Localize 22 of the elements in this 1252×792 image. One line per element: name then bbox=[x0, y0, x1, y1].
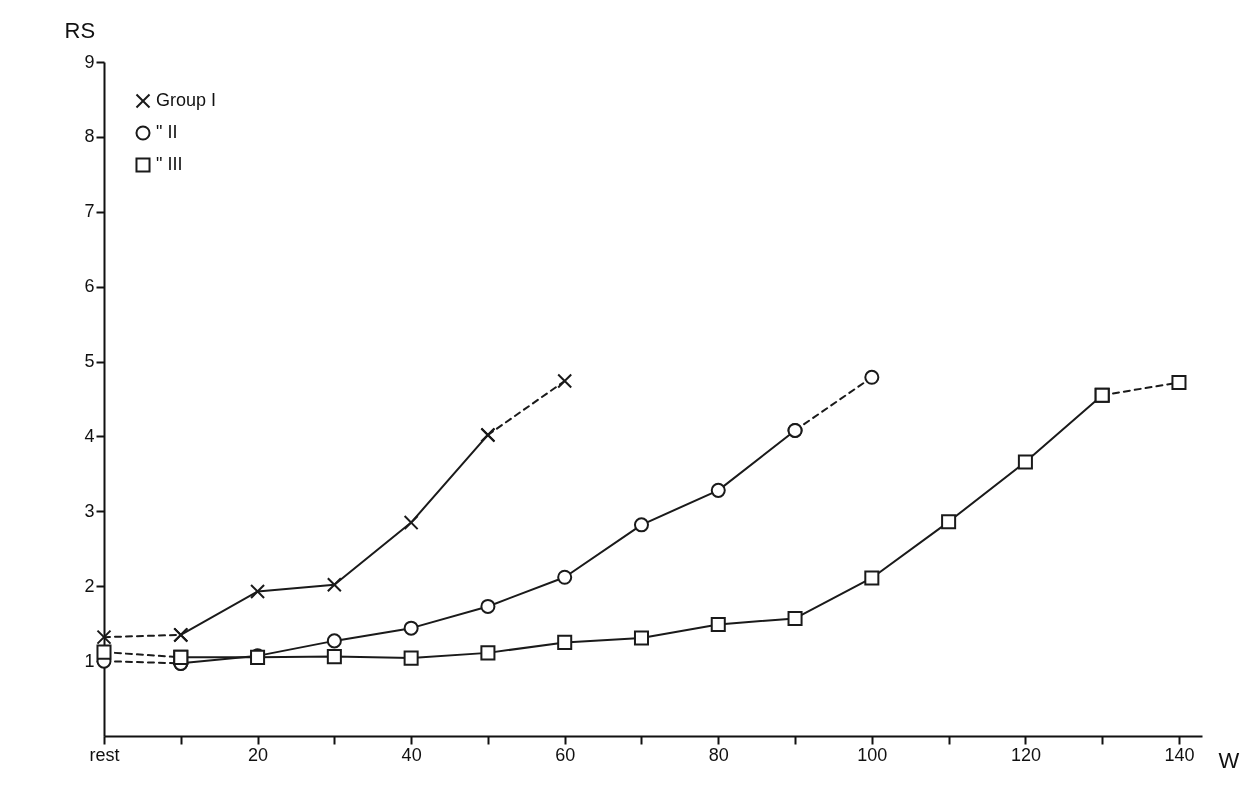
y-tick-label: 4 bbox=[84, 425, 95, 446]
x-tick-label: 40 bbox=[401, 744, 422, 765]
legend-label: Group I bbox=[156, 90, 217, 110]
x-tick-label: 120 bbox=[1010, 744, 1041, 765]
y-tick-label: 9 bbox=[84, 51, 95, 72]
x-tick-label: 60 bbox=[555, 744, 576, 765]
legend-label: " II bbox=[156, 122, 178, 142]
y-tick-label: 1 bbox=[84, 650, 95, 671]
y-tick-label: 6 bbox=[84, 276, 95, 297]
x-tick-label: 80 bbox=[708, 744, 729, 765]
x-axis-title: W bbox=[1218, 747, 1240, 773]
legend-label: " III bbox=[156, 154, 183, 174]
y-tick-label: 3 bbox=[84, 500, 95, 521]
y-tick-label: 5 bbox=[84, 351, 95, 372]
y-tick-label: 8 bbox=[84, 126, 95, 147]
y-tick-label: 7 bbox=[84, 201, 95, 222]
y-axis-title: RS bbox=[64, 17, 96, 43]
y-tick-label: 2 bbox=[84, 575, 95, 596]
x-tick-label: 20 bbox=[248, 744, 269, 765]
x-tick-label: 100 bbox=[857, 744, 888, 765]
x-tick-label: 140 bbox=[1164, 744, 1195, 765]
x-tick-label: rest bbox=[89, 744, 120, 765]
